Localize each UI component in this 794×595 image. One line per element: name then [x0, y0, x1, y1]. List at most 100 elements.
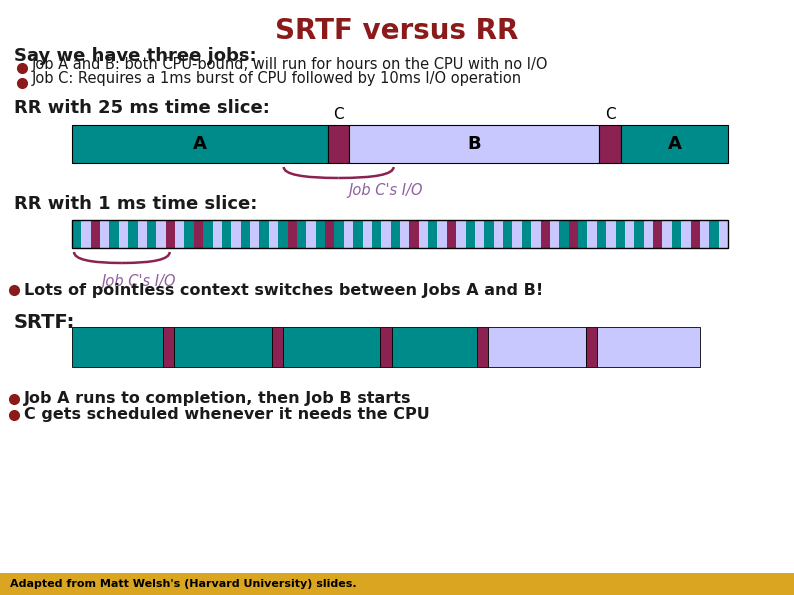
- Bar: [662, 220, 673, 248]
- Bar: [447, 220, 457, 248]
- Bar: [147, 220, 157, 248]
- Text: SRTF:: SRTF:: [14, 313, 75, 332]
- Bar: [325, 220, 335, 248]
- Text: C: C: [333, 107, 344, 122]
- Bar: [344, 220, 353, 248]
- Bar: [241, 220, 251, 248]
- Text: Job C's I/O: Job C's I/O: [102, 274, 176, 289]
- Bar: [213, 220, 222, 248]
- Bar: [691, 220, 700, 248]
- Bar: [653, 220, 663, 248]
- Bar: [81, 220, 91, 248]
- Bar: [297, 220, 306, 248]
- Bar: [465, 220, 476, 248]
- Bar: [278, 220, 288, 248]
- Bar: [328, 125, 349, 163]
- Bar: [287, 220, 298, 248]
- Bar: [512, 220, 522, 248]
- Bar: [475, 220, 485, 248]
- Bar: [400, 220, 410, 248]
- Bar: [599, 125, 621, 163]
- Bar: [353, 220, 363, 248]
- Bar: [719, 220, 729, 248]
- Text: Job A and B: both CPU-bound, will run for hours on the CPU with no I/O: Job A and B: both CPU-bound, will run fo…: [32, 57, 549, 71]
- Bar: [380, 327, 391, 367]
- Bar: [119, 220, 129, 248]
- Bar: [597, 327, 700, 367]
- Bar: [457, 220, 466, 248]
- Bar: [72, 327, 163, 367]
- Text: Job C: Requires a 1ms burst of CPU followed by 10ms I/O operation: Job C: Requires a 1ms burst of CPU follo…: [32, 71, 522, 86]
- Bar: [269, 220, 279, 248]
- Bar: [349, 125, 599, 163]
- Bar: [418, 220, 429, 248]
- Bar: [672, 220, 681, 248]
- Bar: [700, 220, 710, 248]
- Bar: [484, 220, 494, 248]
- Bar: [410, 220, 419, 248]
- Text: Job C's I/O: Job C's I/O: [349, 183, 423, 198]
- Bar: [260, 220, 269, 248]
- Bar: [222, 220, 232, 248]
- Bar: [372, 220, 382, 248]
- Bar: [72, 220, 728, 248]
- Bar: [381, 220, 391, 248]
- Bar: [541, 220, 550, 248]
- Bar: [494, 220, 503, 248]
- Text: A: A: [193, 135, 207, 153]
- Bar: [72, 220, 82, 248]
- Bar: [272, 327, 283, 367]
- Bar: [203, 220, 213, 248]
- Bar: [437, 220, 447, 248]
- Text: RR with 1 ms time slice:: RR with 1 ms time slice:: [14, 195, 257, 213]
- Text: Say we have three jobs:: Say we have three jobs:: [14, 47, 256, 65]
- Bar: [550, 220, 560, 248]
- Bar: [559, 220, 569, 248]
- Bar: [569, 220, 579, 248]
- Bar: [316, 220, 326, 248]
- Bar: [531, 220, 541, 248]
- Text: A: A: [668, 135, 681, 153]
- Bar: [128, 220, 138, 248]
- Bar: [231, 220, 241, 248]
- Text: B: B: [468, 135, 481, 153]
- Text: Lots of pointless context switches between Jobs A and B!: Lots of pointless context switches betwe…: [24, 283, 543, 298]
- Text: Adapted from Matt Welsh's (Harvard University) slides.: Adapted from Matt Welsh's (Harvard Unive…: [10, 579, 357, 589]
- Bar: [156, 220, 166, 248]
- Bar: [428, 220, 438, 248]
- Bar: [194, 220, 204, 248]
- Bar: [163, 327, 175, 367]
- Bar: [175, 327, 272, 367]
- Bar: [72, 125, 328, 163]
- Bar: [306, 220, 316, 248]
- Bar: [334, 220, 345, 248]
- Bar: [606, 220, 616, 248]
- Bar: [522, 220, 532, 248]
- Bar: [588, 220, 597, 248]
- Bar: [634, 220, 644, 248]
- Bar: [709, 220, 719, 248]
- Bar: [137, 220, 148, 248]
- Bar: [615, 220, 626, 248]
- Bar: [586, 327, 597, 367]
- Bar: [503, 220, 513, 248]
- Text: Job A runs to completion, then Job B starts: Job A runs to completion, then Job B sta…: [24, 392, 411, 406]
- Bar: [477, 327, 488, 367]
- Text: SRTF versus RR: SRTF versus RR: [276, 17, 518, 45]
- Bar: [391, 327, 477, 367]
- Bar: [110, 220, 119, 248]
- Text: C: C: [605, 107, 615, 122]
- Bar: [391, 220, 400, 248]
- Bar: [621, 125, 728, 163]
- Bar: [681, 220, 691, 248]
- Bar: [578, 220, 588, 248]
- Bar: [250, 220, 260, 248]
- Bar: [625, 220, 634, 248]
- Bar: [644, 220, 653, 248]
- Bar: [0, 573, 794, 595]
- Bar: [91, 220, 101, 248]
- Bar: [283, 327, 380, 367]
- Bar: [597, 220, 607, 248]
- Bar: [184, 220, 195, 248]
- Bar: [363, 220, 372, 248]
